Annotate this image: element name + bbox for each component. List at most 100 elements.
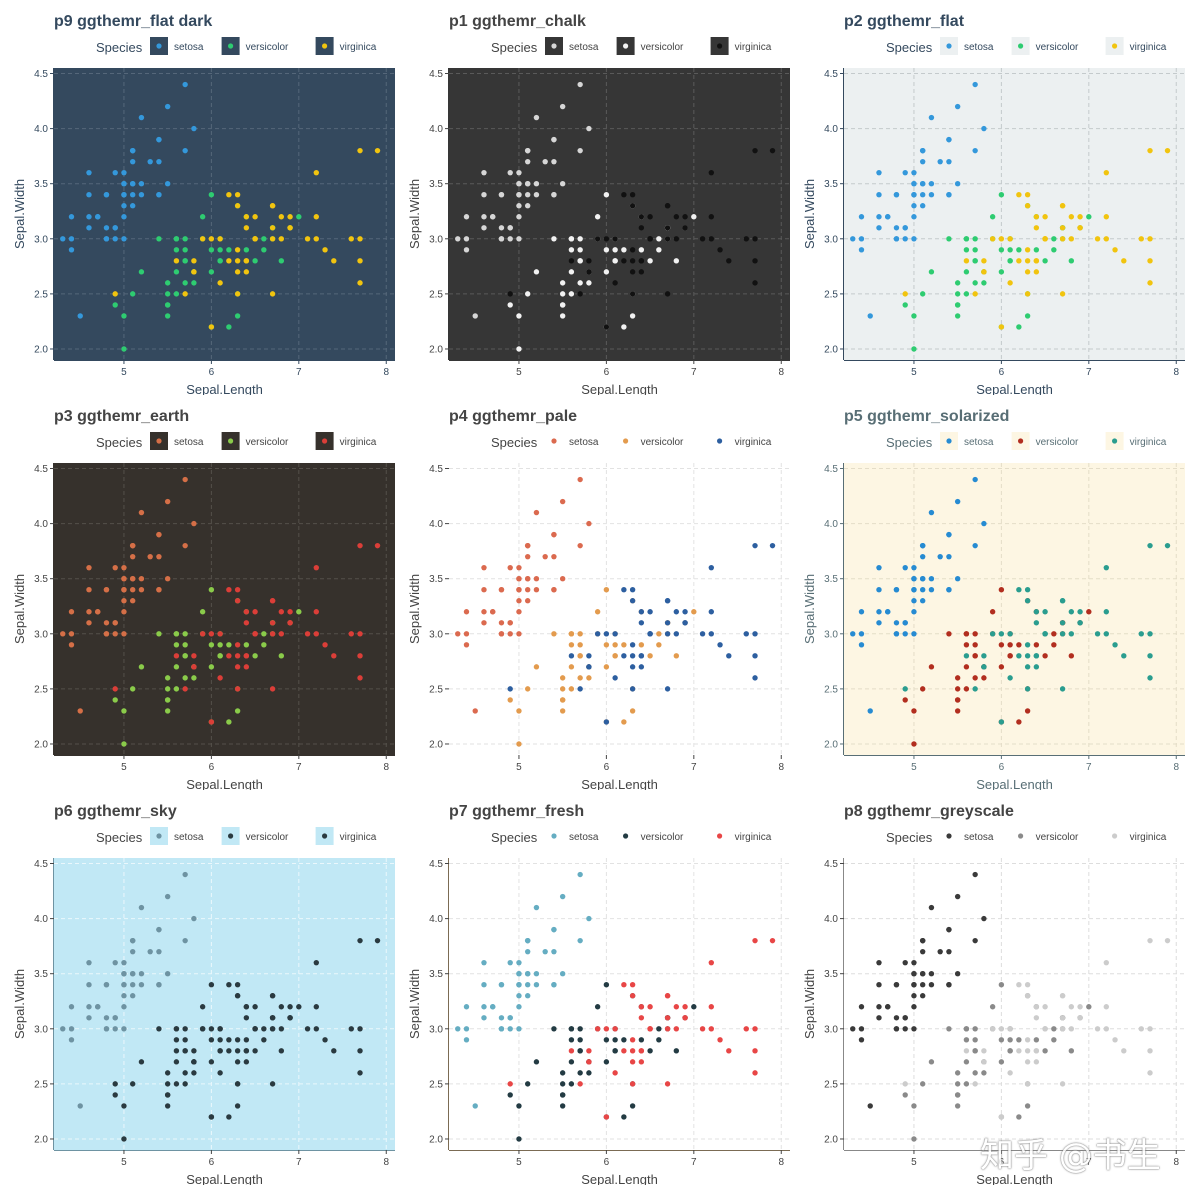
data-point-versicolor (656, 642, 662, 648)
data-point-setosa (103, 192, 110, 198)
data-point-virginica (963, 653, 970, 659)
plot-panel (449, 858, 790, 1150)
data-point-versicolor (647, 653, 653, 659)
data-point-versicolor (164, 1103, 171, 1109)
data-point-virginica (1147, 631, 1153, 637)
data-point-virginica (603, 236, 610, 242)
data-point-virginica (269, 291, 276, 297)
scatter-plot: p4 ggthemr_pale Species setosa versicolor vi… (407, 408, 790, 790)
data-point-setosa (481, 982, 487, 988)
data-point-versicolor (656, 1037, 662, 1043)
data-point-versicolor (656, 247, 662, 253)
data-point-versicolor (516, 1103, 522, 1109)
data-point-versicolor (963, 686, 970, 692)
data-point-virginica (612, 280, 618, 286)
data-point-virginica (586, 1048, 592, 1054)
data-point-setosa (86, 564, 92, 571)
data-point-setosa (954, 893, 961, 900)
data-point-virginica (1103, 564, 1110, 571)
data-point-setosa (524, 180, 531, 187)
data-point-virginica (331, 1048, 337, 1054)
data-point-setosa (981, 915, 987, 922)
data-point-versicolor (577, 280, 583, 286)
data-point-versicolor (586, 1070, 592, 1076)
data-point-versicolor (981, 1070, 987, 1076)
data-point-setosa (129, 948, 136, 955)
plot-panel (449, 68, 790, 360)
data-point-virginica (208, 719, 215, 725)
data-point-virginica (208, 324, 215, 330)
data-point-virginica (989, 236, 996, 242)
data-point-versicolor (182, 675, 188, 681)
legend-marker-versicolor (228, 438, 234, 444)
data-point-virginica (507, 1081, 513, 1087)
data-point-virginica (1147, 280, 1153, 286)
data-point-virginica (682, 1015, 688, 1021)
data-point-setosa (928, 982, 935, 988)
legend-label-versicolor: versicolor (246, 832, 289, 843)
data-point-setosa (103, 587, 110, 593)
y-tick-label: 4.5 (429, 859, 443, 870)
data-point-versicolor (568, 631, 575, 637)
chart-panel-7: p6 ggthemr_sky Species setosa versicolor vir… (0, 790, 395, 1185)
y-axis-title: Sepal.Width (802, 574, 817, 644)
data-point-setosa (937, 158, 943, 165)
data-point-virginica (269, 993, 276, 999)
data-point-versicolor (1024, 1103, 1031, 1109)
data-point-versicolor (173, 236, 180, 242)
data-point-setosa (902, 1015, 908, 1021)
data-point-virginica (638, 664, 645, 670)
data-point-versicolor (586, 675, 592, 681)
data-point-versicolor (577, 1070, 583, 1076)
data-point-versicolor (963, 1026, 970, 1032)
y-tick-label: 2.5 (429, 289, 443, 300)
y-tick-label: 4.0 (429, 124, 443, 135)
y-tick-label: 4.0 (34, 519, 48, 530)
legend-marker-setosa (946, 438, 952, 444)
data-point-setosa (524, 993, 531, 999)
data-point-setosa (524, 948, 531, 955)
data-point-setosa (893, 587, 900, 593)
data-point-setosa (911, 575, 917, 582)
x-axis-title: Sepal.Length (186, 777, 263, 790)
data-point-virginica (682, 214, 688, 220)
data-point-virginica (269, 686, 276, 692)
data-point-virginica (331, 258, 337, 264)
data-point-versicolor (208, 192, 215, 198)
data-point-setosa (86, 1004, 92, 1010)
data-point-versicolor (559, 291, 566, 297)
data-point-versicolor (603, 1037, 610, 1043)
data-point-virginica (664, 225, 671, 231)
data-point-setosa (919, 575, 926, 582)
data-point-setosa (156, 926, 162, 933)
data-point-setosa (911, 1026, 917, 1032)
data-point-setosa (95, 609, 101, 615)
data-point-virginica (981, 1059, 987, 1065)
data-point-versicolor (121, 741, 127, 747)
data-point-setosa (524, 575, 531, 582)
data-point-versicolor (673, 1048, 680, 1054)
data-point-virginica (752, 542, 758, 549)
data-point-setosa (121, 970, 127, 977)
y-tick-label: 2.5 (824, 289, 838, 300)
data-point-setosa (112, 959, 118, 966)
data-point-virginica (313, 609, 320, 615)
legend-marker-setosa (551, 43, 557, 49)
data-point-versicolor (1033, 1037, 1040, 1043)
data-point-setosa (95, 1004, 101, 1010)
plot-panel (844, 463, 1185, 755)
data-point-virginica (331, 653, 337, 659)
data-point-versicolor (989, 609, 996, 615)
data-point-versicolor (972, 653, 978, 659)
scatter-plot: p3 ggthemr_earth Species setosa versicolor v… (12, 408, 395, 790)
data-point-versicolor (1007, 1048, 1013, 1054)
data-point-virginica (1077, 1004, 1083, 1010)
data-point-setosa (928, 114, 935, 121)
data-point-versicolor (199, 1004, 206, 1010)
legend-title: Species (96, 830, 143, 845)
data-point-virginica (1121, 258, 1127, 264)
data-point-setosa (507, 631, 513, 637)
data-point-versicolor (1042, 258, 1048, 264)
data-point-virginica (252, 1004, 258, 1010)
data-point-setosa (524, 147, 531, 154)
